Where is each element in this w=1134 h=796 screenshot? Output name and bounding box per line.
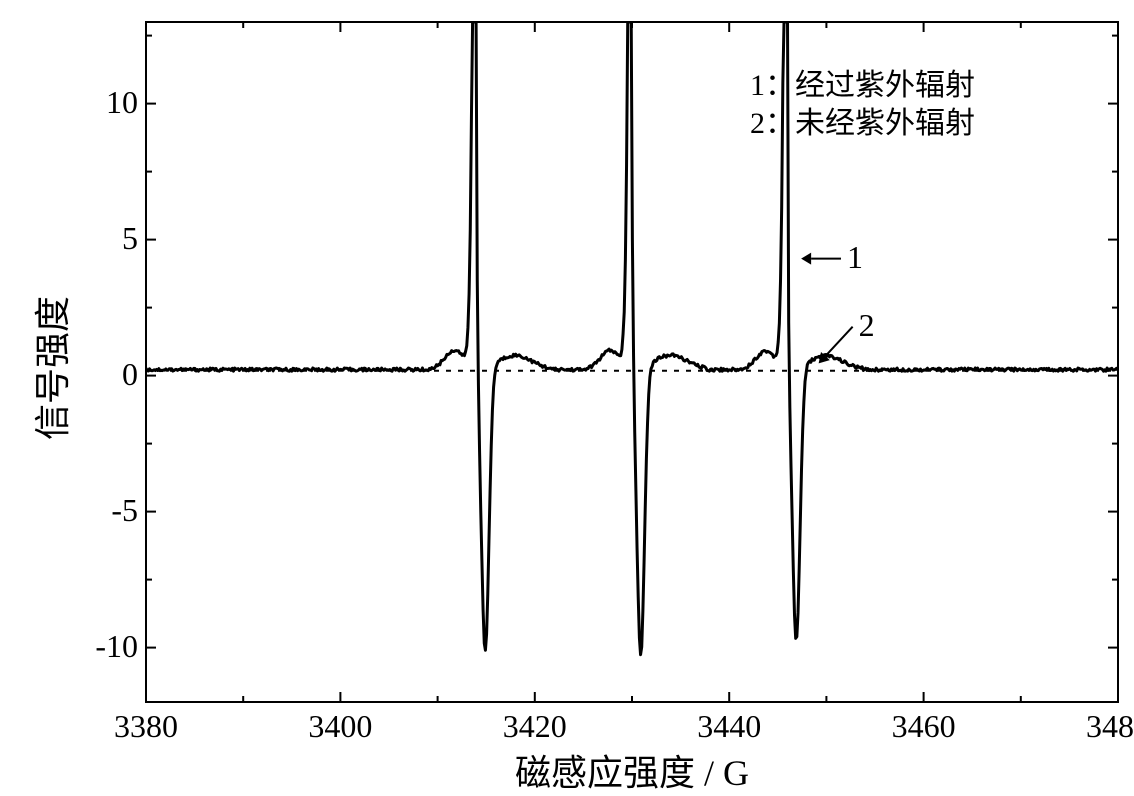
arrow-1-label: 1 xyxy=(847,239,863,276)
arrow-2-line xyxy=(825,327,852,356)
chart-container: 338034003420344034603480-10-50510信号强度磁感应… xyxy=(0,0,1134,791)
arrow-1-head xyxy=(801,253,811,265)
arrow-2-label: 2 xyxy=(859,307,875,344)
legend-2: 2：未经紫外辐射 xyxy=(750,98,975,142)
